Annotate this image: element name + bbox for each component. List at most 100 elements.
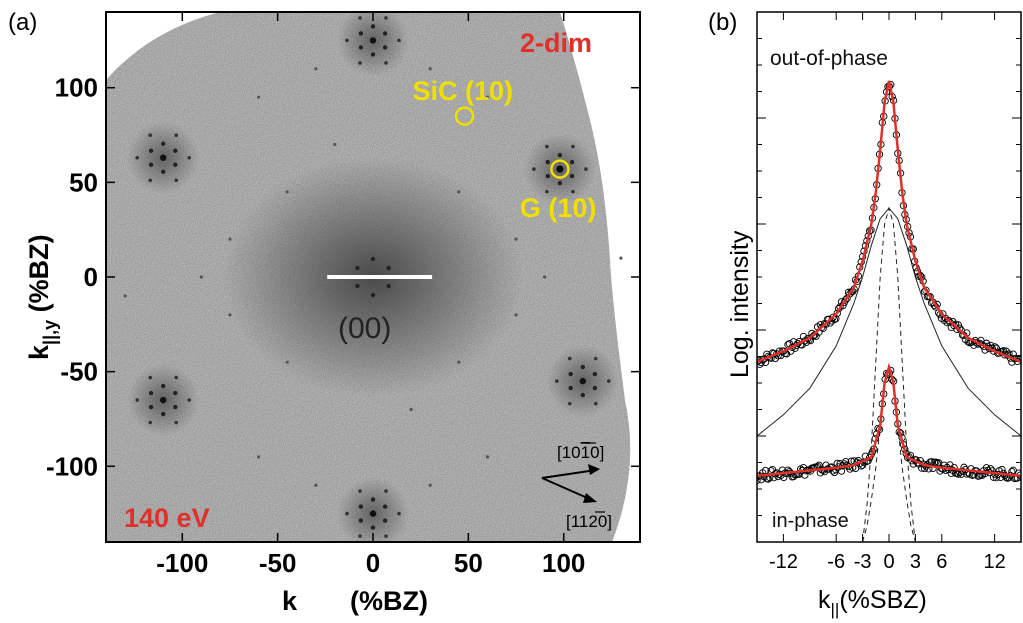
spot-cluster-satellite xyxy=(345,38,349,43)
spot-cluster-center xyxy=(579,377,586,385)
x-tick-label: -12 xyxy=(769,551,798,573)
spot-cluster-satellite xyxy=(161,141,166,146)
arrow-1010 xyxy=(541,469,597,479)
data-point xyxy=(757,476,761,485)
spot-cluster-satellite xyxy=(148,375,153,380)
spot-cluster-satellite xyxy=(384,489,388,493)
spot-cluster-satellite xyxy=(358,61,362,65)
white-corner-right xyxy=(560,12,640,542)
data-point xyxy=(842,296,850,304)
x-tick-label: -3 xyxy=(854,551,872,573)
spot-marker-circle xyxy=(550,159,570,179)
spot-cluster-satellite xyxy=(370,52,376,57)
spot-cluster-satellite xyxy=(161,383,166,389)
x-tick-label: -50 xyxy=(259,548,297,578)
data-point xyxy=(944,316,953,325)
spot-cluster-satellite xyxy=(358,31,364,36)
spot-cluster-satellite xyxy=(580,392,585,398)
x-axis-label: k xyxy=(282,586,298,616)
spot-cluster-satellite xyxy=(382,504,388,509)
spot-cluster-satellite xyxy=(173,390,178,396)
y-tick-label: -50 xyxy=(60,357,98,387)
spot-cluster-satellite xyxy=(571,144,575,149)
data-point xyxy=(1009,466,1017,474)
spot-cluster-center xyxy=(160,396,167,404)
energy-label: 140 eV xyxy=(124,503,210,533)
fit-in-phase xyxy=(757,362,1021,478)
x-tick-label: 0 xyxy=(883,551,894,573)
spot-cluster-satellite xyxy=(174,178,179,183)
spot-cluster-satellite xyxy=(606,379,611,383)
spot-cluster-satellite xyxy=(580,364,585,370)
spot-cluster-glow xyxy=(337,477,409,542)
spot-cluster-satellite xyxy=(187,155,192,160)
spot-cluster-satellite xyxy=(148,390,154,396)
faint-spot xyxy=(256,455,261,459)
faint-spot xyxy=(314,483,318,487)
spot-cluster-satellite xyxy=(569,159,575,165)
spot-cluster-satellite xyxy=(370,525,376,530)
faint-spot xyxy=(314,67,318,71)
spot-cluster-satellite xyxy=(557,180,563,186)
spot-cluster-center xyxy=(369,37,377,44)
faint-spot xyxy=(285,190,289,194)
spot-cluster-satellite xyxy=(569,173,575,179)
x-tick-label: -100 xyxy=(156,548,208,578)
white-corner-top-left xyxy=(106,12,220,80)
panel-b-label: (b) xyxy=(708,9,737,36)
x-tick-label: 3 xyxy=(910,551,921,573)
y-axis-label: k||,y (%BZ) xyxy=(24,234,60,360)
data-point xyxy=(833,309,841,317)
center-spot-label: (00) xyxy=(338,312,391,345)
arrow-1010-head xyxy=(588,464,600,475)
spot-cluster-satellite xyxy=(358,16,362,20)
spot-cluster-satellite xyxy=(568,385,573,391)
faint-spot xyxy=(428,67,432,71)
y-tick-label: 100 xyxy=(55,73,98,103)
faint-spot xyxy=(123,294,127,298)
faint-spot xyxy=(428,483,432,487)
spot-cluster-satellite xyxy=(135,398,140,402)
spot-cluster-satellite xyxy=(174,133,179,138)
faint-spot xyxy=(485,455,490,459)
center-satellite-spot xyxy=(386,283,391,289)
spot-cluster-satellite xyxy=(174,420,179,425)
x-axis-unit: (%BZ) xyxy=(350,586,428,616)
direction-label-1010: [1010] xyxy=(557,443,604,462)
spot-cluster-satellite xyxy=(397,511,401,516)
spot-cluster-satellite xyxy=(592,385,598,391)
spot-cluster-satellite xyxy=(382,518,388,523)
spot-cluster-satellite xyxy=(545,173,550,179)
center-satellite-spot xyxy=(370,256,376,262)
x-tick-label: 50 xyxy=(454,548,483,578)
spot-cluster-satellite xyxy=(148,133,153,138)
faint-spot xyxy=(409,407,413,412)
faint-spot xyxy=(228,237,232,241)
spot-cluster-satellite xyxy=(384,61,388,65)
spot-cluster-satellite xyxy=(148,404,154,410)
spot-cluster-satellite xyxy=(382,31,388,36)
faint-spot xyxy=(514,313,518,317)
spot-cluster-satellite xyxy=(593,356,598,361)
direction-arrows: [1010] [1120] xyxy=(541,442,612,531)
spot-cluster-satellite xyxy=(358,504,364,509)
spot-cluster-satellite xyxy=(545,189,549,194)
spot-cluster-satellite xyxy=(173,162,178,167)
spot-cluster-satellite xyxy=(148,148,154,153)
spot-cluster-satellite xyxy=(148,162,154,167)
spot-cluster-satellite xyxy=(382,45,388,50)
spot-cluster-satellite xyxy=(584,167,588,171)
faint-spot xyxy=(619,256,623,260)
faint-spot xyxy=(199,275,203,279)
y-axis-label: Log. intensity xyxy=(726,230,754,378)
spot-cluster-satellite xyxy=(370,24,376,29)
x-tick-label: 12 xyxy=(983,551,1005,573)
faint-spot xyxy=(457,360,461,364)
gaussian-component-out xyxy=(862,206,916,542)
faint-spot xyxy=(256,95,261,99)
direction-label-1120: [1120] xyxy=(566,512,612,531)
faint-spot xyxy=(457,190,461,194)
panel-a-label: (a) xyxy=(8,9,37,36)
y-tick-label: -100 xyxy=(46,451,98,481)
spot-cluster-satellite xyxy=(187,398,192,402)
